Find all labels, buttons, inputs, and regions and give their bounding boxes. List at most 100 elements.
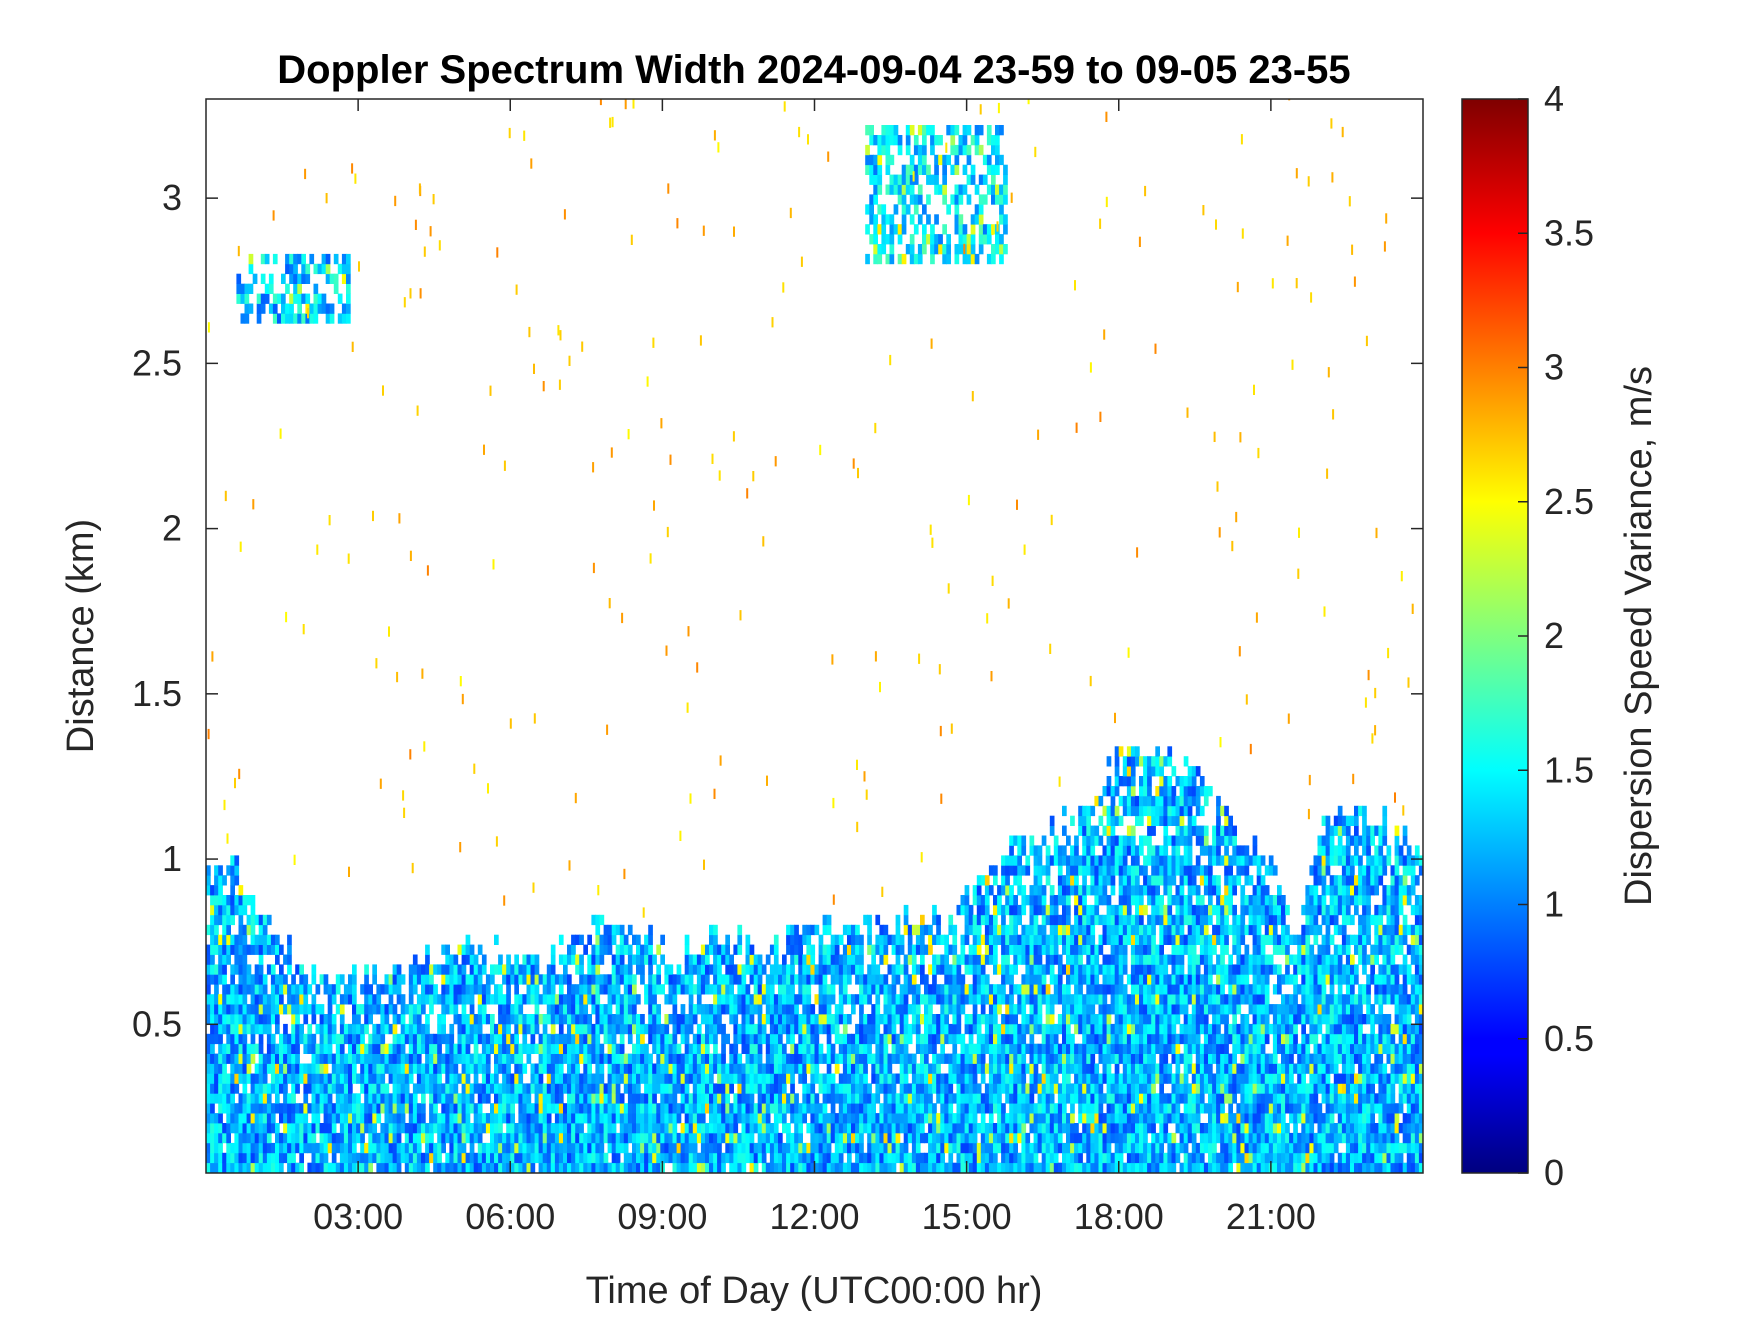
heatmap-cell <box>583 994 588 1005</box>
heatmap-cell <box>1041 964 1047 975</box>
heatmap-cell <box>842 924 848 936</box>
heatmap-cell <box>1098 914 1104 926</box>
heatmap-cell <box>761 1033 767 1045</box>
heatmap-cell <box>883 944 889 955</box>
heatmap-cell <box>1062 1123 1067 1134</box>
heatmap-cell <box>1005 1123 1010 1134</box>
heatmap-cell <box>984 924 990 936</box>
heatmap-cell <box>1025 1162 1031 1173</box>
heatmap-cell <box>814 1152 820 1164</box>
heatmap-cell <box>421 1043 426 1054</box>
heatmap-cell <box>238 1053 244 1064</box>
heatmap-cell <box>246 1073 252 1084</box>
heatmap-cell <box>307 1083 313 1094</box>
heatmap-cell <box>234 1152 240 1164</box>
heatmap-cell <box>956 1014 962 1025</box>
heatmap-cell <box>709 1142 714 1154</box>
heatmap-cell <box>1066 1093 1071 1104</box>
heatmap-cell <box>214 1033 219 1045</box>
heatmap-cell <box>595 1152 601 1164</box>
heatmap-cell <box>1110 964 1116 975</box>
heatmap-cell <box>465 944 471 955</box>
heatmap-cell <box>1090 1162 1096 1173</box>
heatmap-cell <box>364 1043 369 1054</box>
heatmap-cell <box>684 1043 690 1054</box>
heatmap-cell <box>558 974 564 985</box>
heatmap-cell <box>668 1033 674 1045</box>
heatmap-cell <box>412 1103 418 1114</box>
heatmap-cell <box>944 1103 949 1114</box>
heatmap-cell <box>327 1093 333 1104</box>
heatmap-cell <box>437 1162 442 1173</box>
heatmap-cell <box>1070 1053 1075 1064</box>
heatmap-cell <box>1098 1073 1104 1084</box>
heatmap-cell <box>810 1033 816 1045</box>
heatmap-cell <box>952 1043 958 1054</box>
heatmap-cell <box>335 1142 341 1154</box>
heatmap-cell <box>830 1014 836 1025</box>
heatmap-cell <box>502 1073 507 1084</box>
heatmap-cell <box>1114 766 1120 777</box>
heatmap-cell <box>700 1083 706 1094</box>
heatmap-cell <box>806 1123 812 1134</box>
heatmap-cell <box>1037 1004 1043 1015</box>
heatmap-cell <box>477 1093 483 1104</box>
heatmap-cell <box>729 1014 734 1025</box>
heatmap-cell <box>668 1093 674 1104</box>
heatmap-cell <box>721 1093 726 1104</box>
heatmap-cell <box>206 1004 211 1015</box>
heatmap-cell <box>429 1132 434 1144</box>
heatmap-cell <box>546 1004 552 1015</box>
heatmap-cell <box>611 1142 617 1154</box>
heatmap-cell <box>960 944 966 955</box>
heatmap-cell <box>968 1132 974 1144</box>
heatmap-cell <box>867 914 872 926</box>
heatmap-cell <box>1122 1083 1128 1094</box>
heatmap-cell <box>640 944 645 955</box>
heatmap-cell <box>380 1142 386 1154</box>
heatmap-cell <box>920 954 925 965</box>
heatmap-cell <box>1122 1123 1128 1134</box>
heatmap-cell <box>449 1123 455 1134</box>
heatmap-cell <box>583 1004 588 1015</box>
heatmap-cell <box>408 1063 414 1074</box>
heatmap-cell <box>915 1113 921 1124</box>
heatmap-cell <box>1013 895 1018 906</box>
heatmap-cell <box>567 1043 572 1054</box>
heatmap-cell <box>696 1023 702 1035</box>
heatmap-cell <box>550 944 556 955</box>
heatmap-cell <box>842 1162 848 1173</box>
heatmap-cell <box>729 1113 734 1124</box>
heatmap-cell <box>603 1093 609 1104</box>
heatmap-cell <box>421 1103 426 1114</box>
heatmap-cell <box>1049 855 1055 866</box>
heatmap-cell <box>571 1004 576 1015</box>
heatmap-cell <box>1074 1152 1079 1164</box>
heatmap-cell <box>579 1083 584 1094</box>
heatmap-cell <box>733 1162 739 1173</box>
heatmap-cell <box>696 1063 702 1074</box>
heatmap-cell <box>315 1113 321 1124</box>
heatmap-cell <box>319 1123 325 1134</box>
heatmap-cell <box>311 1113 317 1124</box>
heatmap-cell <box>997 895 1002 906</box>
heatmap-cell <box>1037 1053 1043 1064</box>
heatmap-cell <box>778 1152 783 1164</box>
heatmap-cell <box>591 984 597 995</box>
heatmap-cell <box>863 1123 868 1134</box>
heatmap-cell <box>1086 1093 1091 1104</box>
heatmap-cell <box>891 1132 897 1144</box>
heatmap-cell <box>903 1142 909 1154</box>
heatmap-cell <box>457 1103 463 1114</box>
heatmap-cell <box>1053 1113 1059 1124</box>
heatmap-cell <box>948 1053 954 1064</box>
heatmap-cell <box>206 1142 211 1154</box>
heatmap-cell <box>636 964 641 975</box>
heatmap-cell <box>254 944 260 955</box>
heatmap-cell <box>376 1043 382 1054</box>
heatmap-cell <box>364 1093 369 1104</box>
heatmap-cell <box>319 1063 325 1074</box>
heatmap-cell <box>384 1142 390 1154</box>
heatmap-cell <box>1013 1103 1018 1114</box>
heatmap-cell <box>668 974 674 985</box>
